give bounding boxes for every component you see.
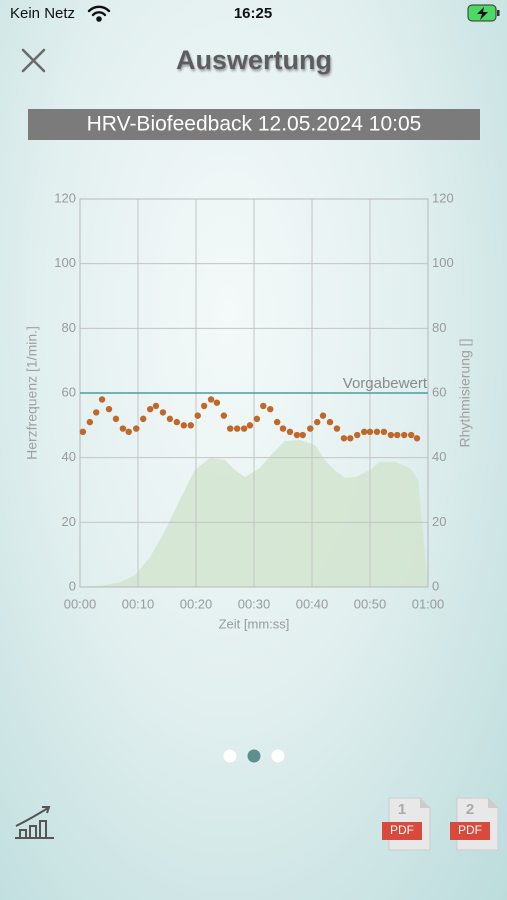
reference-label: Vorgabewert — [343, 375, 428, 392]
x-tick-label: 00:40 — [296, 596, 329, 611]
heart-rate-point — [373, 428, 381, 435]
wifi-icon — [87, 5, 111, 22]
y-tick-label: 0 — [69, 578, 76, 593]
carrier: Kein Netz — [10, 5, 75, 22]
pdf-button-2[interactable]: PDF 2 — [450, 797, 499, 851]
heart-rate-point — [286, 428, 294, 435]
y2-tick-label: 0 — [432, 578, 439, 593]
heart-rate-point — [307, 425, 314, 432]
x-tick-label: 00:00 — [64, 596, 97, 611]
heart-rate-point — [267, 405, 274, 413]
heart-rate-point — [152, 402, 160, 410]
heart-rate-point — [413, 435, 421, 442]
y-tick-label: 60 — [62, 384, 76, 399]
heart-rate-point — [253, 415, 261, 423]
heart-rate-point — [299, 431, 306, 439]
heart-rate-point — [146, 405, 154, 413]
heart-rate-point — [98, 396, 106, 403]
heart-rate-point — [93, 409, 100, 416]
heart-rate-point — [125, 428, 132, 435]
page-dot[interactable] — [223, 749, 237, 763]
battery-icon — [467, 4, 500, 22]
heart-rate-point — [347, 435, 354, 442]
session-banner — [28, 109, 480, 140]
heart-rate-point — [394, 431, 401, 439]
heart-rate-point — [220, 412, 228, 419]
y2-tick-label: 40 — [432, 449, 446, 464]
heart-rate-point — [227, 425, 234, 432]
heart-rate-point — [319, 412, 327, 419]
trend-button[interactable] — [15, 806, 54, 839]
x-axis-label: Zeit [mm:ss] — [219, 616, 290, 631]
chart: 0 20 40 60 80 100 120 0 20 40 60 80 100 120 00:00 00:10… — [24, 190, 473, 631]
heart-rate-point — [86, 418, 94, 426]
x-tick-label: 00:50 — [354, 596, 387, 611]
heart-rate-point — [293, 431, 301, 439]
y2-tick-label: 100 — [432, 255, 454, 270]
heart-rate-point — [333, 425, 341, 432]
y-tick-label: 100 — [54, 255, 76, 270]
page-dot-active[interactable] — [247, 749, 261, 763]
y-tick-label: 20 — [62, 514, 76, 529]
pdf-label[interactable]: PDF — [390, 823, 414, 837]
heart-rate-point — [159, 409, 167, 416]
y2-tick-label: 80 — [432, 320, 446, 335]
heart-rate-point — [200, 402, 208, 410]
x-tick-label: 00:30 — [238, 596, 271, 611]
heart-rate-point — [166, 415, 174, 423]
heart-rate-point — [207, 396, 215, 403]
heart-rate-point — [105, 405, 113, 413]
screen-title: Auswertung — [176, 45, 332, 75]
heart-rate-point — [180, 422, 188, 429]
heart-rate-point — [140, 415, 147, 423]
heart-rate-point — [366, 428, 374, 435]
heart-rate-point — [387, 431, 395, 439]
x-tick-label: 00:10 — [122, 596, 155, 611]
heart-rate-point — [133, 425, 140, 432]
heart-rate-point — [187, 422, 194, 429]
pdf-label[interactable]: PDF — [458, 823, 482, 837]
page-indicator[interactable] — [223, 749, 285, 763]
pdf-page-number[interactable]: 2 — [466, 801, 474, 818]
clock: 16:25 — [234, 5, 272, 22]
heart-rate-point — [326, 418, 334, 426]
page-dot[interactable] — [271, 749, 285, 763]
x-tick-label: 00:20 — [180, 596, 213, 611]
heart-rate-point — [213, 399, 221, 406]
heart-rate-point — [314, 418, 321, 426]
heart-rate-point — [246, 422, 254, 429]
close-button[interactable] — [21, 48, 46, 73]
y-axis-label: Herzfrequenz [1/min.] — [24, 326, 40, 460]
y2-tick-label: 20 — [432, 514, 446, 529]
heart-rate-point — [401, 431, 408, 439]
y2-axis-label: Rhythmisierung [] — [457, 339, 473, 448]
y-tick-label: 40 — [62, 449, 76, 464]
heart-rate-point — [354, 431, 361, 439]
pdf-button-1[interactable]: PDF 1 — [382, 797, 431, 851]
heart-rate-point — [112, 415, 120, 423]
heart-rate-point — [361, 428, 368, 435]
session-label: HRV-Biofeedback 12.05.2024 10:05 — [87, 113, 422, 136]
heart-rate-point — [194, 412, 201, 419]
heart-rate-point — [240, 425, 248, 432]
heart-rate-point — [260, 402, 267, 410]
heart-rate-point — [119, 425, 127, 432]
heart-rate-point — [79, 428, 87, 435]
heart-rate-point — [340, 435, 348, 442]
heart-rate-point — [279, 425, 287, 432]
heart-rate-point — [173, 418, 181, 426]
heart-rate-point — [233, 425, 241, 432]
heart-rate-point — [407, 431, 415, 439]
heart-rate-point — [380, 428, 388, 435]
y-tick-label: 120 — [54, 190, 76, 205]
y-tick-label: 80 — [62, 320, 76, 335]
y2-tick-label: 60 — [432, 384, 446, 399]
heart-rate-point — [274, 418, 281, 426]
y2-tick-label: 120 — [432, 190, 454, 205]
x-tick-label: 01:00 — [412, 596, 445, 611]
pdf-page-number[interactable]: 1 — [398, 801, 406, 818]
